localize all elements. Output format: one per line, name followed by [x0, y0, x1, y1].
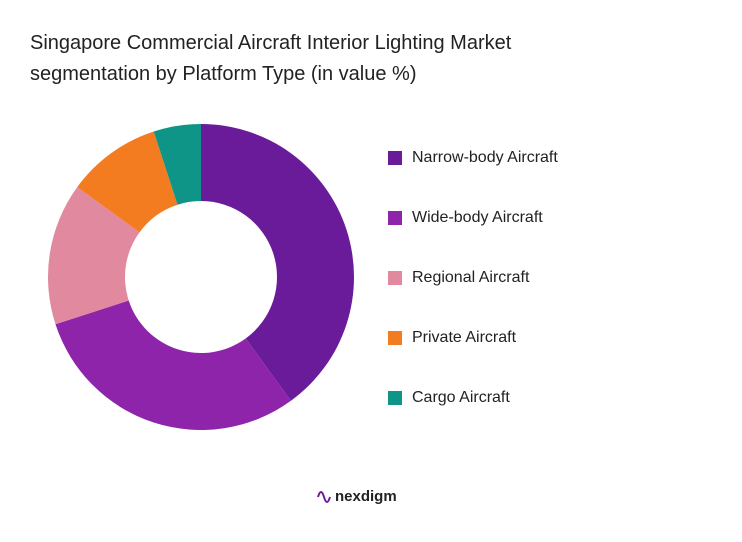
legend-swatch: [388, 271, 402, 285]
legend-label: Cargo Aircraft: [412, 389, 510, 406]
legend-swatch: [388, 331, 402, 345]
brand-logo: nexdigm: [317, 488, 397, 505]
legend-swatch: [388, 151, 402, 165]
donut-slice: [201, 124, 355, 401]
donut-slice: [77, 131, 178, 233]
legend-swatch: [388, 211, 402, 225]
chart-title: Singapore Commercial Aircraft Interior L…: [30, 32, 512, 85]
donut-slice: [55, 300, 291, 430]
legend-label: Regional Aircraft: [412, 269, 530, 286]
brand-name: nexdigm: [335, 488, 397, 505]
legend-swatch: [388, 391, 402, 405]
donut-slice: [153, 124, 201, 205]
donut-slice: [47, 187, 140, 325]
legend-label: Wide-body Aircraft: [412, 209, 543, 226]
legend-label: Private Aircraft: [412, 329, 517, 346]
legend-label: Narrow-body Aircraft: [412, 149, 558, 166]
